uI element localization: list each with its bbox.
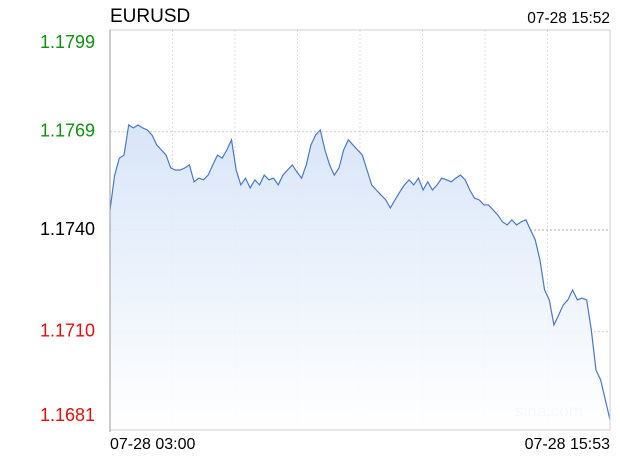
y-tick-label: 1.1710 (40, 320, 95, 340)
y-tick-label: 1.1681 (40, 405, 95, 425)
area (110, 124, 610, 431)
y-tick-label: 1.1769 (40, 120, 95, 140)
price-line (109, 123, 611, 420)
x-label-start: 07-28 03:00 (110, 436, 196, 453)
y-tick-label: 1.1740 (40, 219, 95, 239)
chart-title: EURUSD (110, 6, 190, 27)
timestamp: 07-28 15:52 (527, 10, 610, 27)
y-tick-label: 1.1799 (40, 32, 95, 52)
x-label-end: 07-28 15:53 (525, 436, 611, 453)
